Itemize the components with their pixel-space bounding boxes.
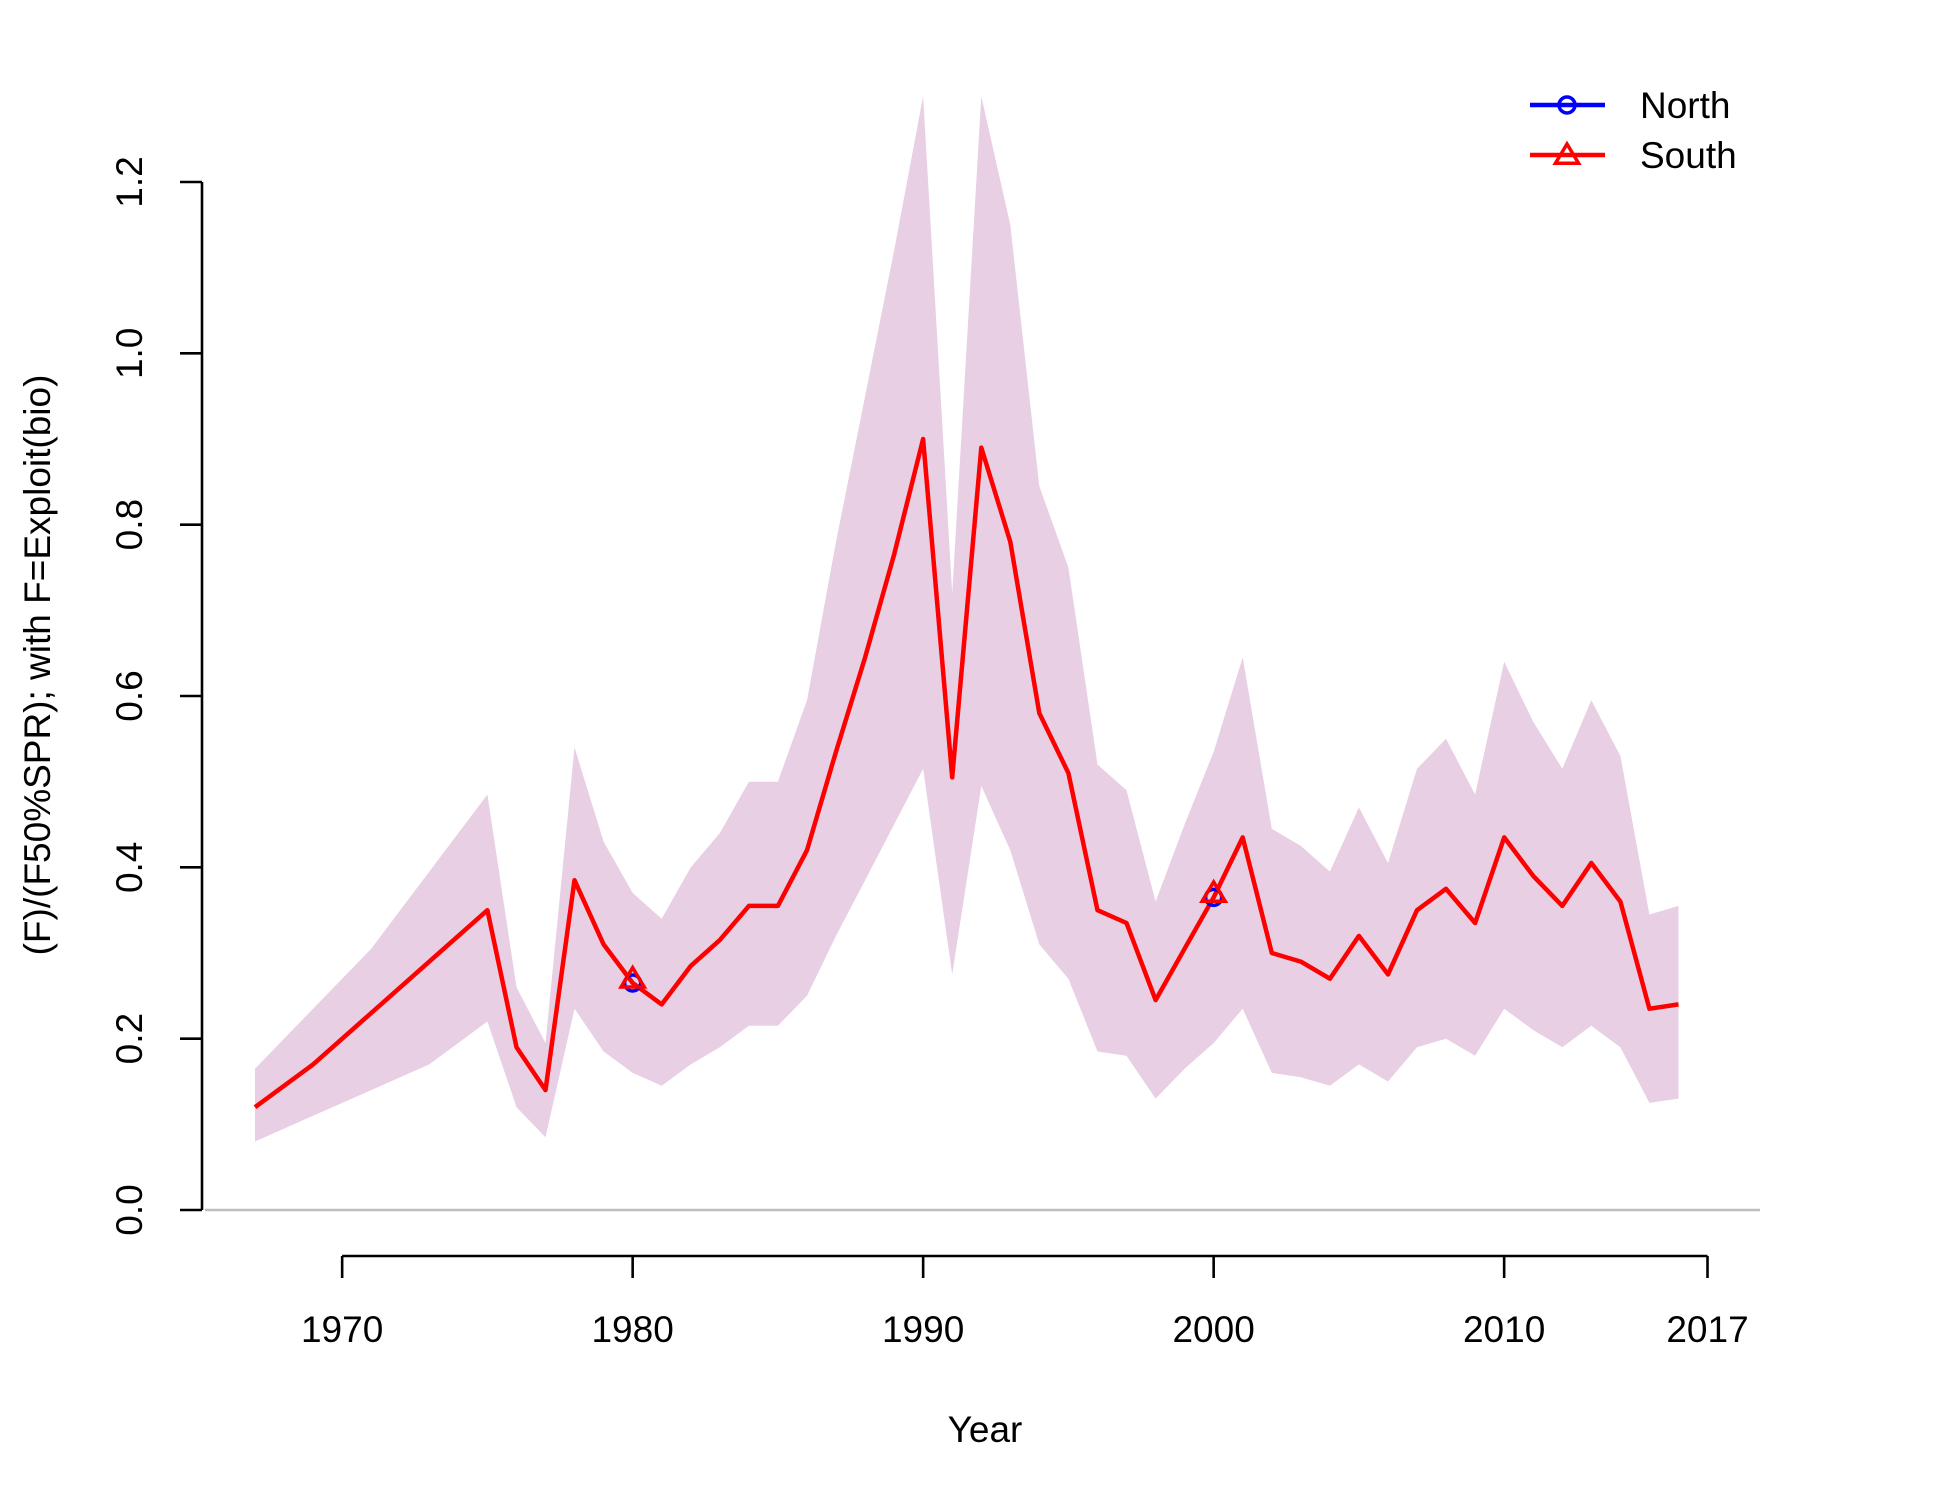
legend-south-label: South bbox=[1640, 135, 1737, 176]
south-point bbox=[1199, 878, 1229, 904]
y-tick-label: 0.8 bbox=[109, 499, 150, 550]
legend-north: North bbox=[1530, 85, 1730, 126]
legend-south: South bbox=[1530, 135, 1737, 176]
y-tick-label: 0.4 bbox=[109, 842, 150, 893]
x-axis: 1970 1980 1990 2000 2010 2017 bbox=[301, 1254, 1749, 1350]
y-axis: 0.0 0.2 0.4 0.6 0.8 1.0 1.2 bbox=[109, 156, 204, 1236]
x-tick-label: 1970 bbox=[301, 1309, 383, 1350]
series-lines-layer bbox=[253, 436, 1679, 1110]
y-tick-label: 0.2 bbox=[109, 1013, 150, 1064]
y-tick-label: 1.2 bbox=[109, 156, 150, 207]
south-series-line bbox=[253, 436, 1679, 1110]
south-point bbox=[618, 964, 648, 989]
y-tick-label: 1.0 bbox=[109, 328, 150, 379]
legend-north-swatch-marker bbox=[1557, 95, 1577, 115]
x-tick-label: 2017 bbox=[1666, 1309, 1748, 1350]
legend: North South bbox=[1530, 85, 1737, 176]
y-axis-title: (F)/(F50%SPR); with F=Exploit(bio) bbox=[17, 375, 58, 956]
x-tick-label: 1990 bbox=[882, 1309, 964, 1350]
x-tick-label: 1980 bbox=[591, 1309, 673, 1350]
x-axis-title: Year bbox=[948, 1409, 1023, 1450]
x-tick-label: 2000 bbox=[1172, 1309, 1254, 1350]
legend-north-label: North bbox=[1640, 85, 1730, 126]
series-markers-layer bbox=[618, 878, 1229, 993]
y-tick-label: 0.0 bbox=[109, 1184, 150, 1235]
y-tick-label: 0.6 bbox=[109, 670, 150, 721]
legend-south-swatch-marker bbox=[1552, 140, 1582, 165]
x-tick-label: 2010 bbox=[1463, 1309, 1545, 1350]
